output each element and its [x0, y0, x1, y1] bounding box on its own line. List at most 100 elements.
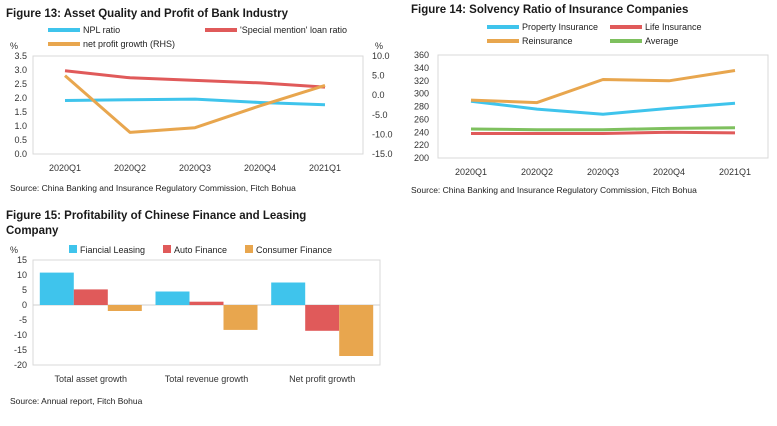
legend-label-net-profit: net profit growth (RHS) [83, 39, 175, 49]
figure-13-right-unit: % [375, 41, 383, 51]
y-tick-label: 0 [22, 300, 27, 310]
legend-swatch-financial-leasing [69, 245, 77, 253]
figure-14-series [470, 69, 736, 135]
figure-13-left-unit: % [10, 41, 18, 51]
bar-fiancial-leasing-net-profit-growth [271, 282, 306, 305]
figure-13-y2-ticks: 10.0 5.0 0.0 -5.0 -10.0 -15.0 [372, 51, 393, 159]
y-tick-label: 15 [17, 255, 27, 265]
x-tick-label: 2020Q4 [653, 167, 685, 177]
figure-14-y-ticks: 360 340 320 300 280 260 240 220 200 [414, 50, 429, 163]
x-tick-label: 2020Q2 [521, 167, 553, 177]
y-tick-label: 260 [414, 114, 429, 124]
figure-15-y-ticks: 15 10 5 0 -5 -10 -15 -20 [14, 255, 27, 370]
x-tick-label: 2020Q3 [587, 167, 619, 177]
figure-13-y-ticks: 3.5 3.0 2.5 2.0 1.5 1.0 0.5 0.0 [14, 51, 27, 159]
y-tick-label: 340 [414, 63, 429, 73]
legend-label-auto-finance: Auto Finance [174, 245, 227, 255]
x-tick-label: 2020Q1 [49, 163, 81, 173]
bar-consumer-finance-total-asset-growth [107, 305, 142, 311]
figure-13-title: Figure 13: Asset Quality and Profit of B… [6, 8, 289, 20]
y-tick-label: 5 [22, 285, 27, 295]
legend-label-financial-leasing: Fiancial Leasing [80, 245, 145, 255]
figure-13-x-ticks: 2020Q1 2020Q2 2020Q3 2020Q4 2021Q1 [49, 163, 341, 173]
figure-15-legend: Fiancial Leasing Auto Finance Consumer F… [69, 245, 332, 255]
y-tick-label: 3.0 [14, 65, 27, 75]
series-line-npl-ratio [64, 97, 326, 107]
x-tick-label: 2020Q1 [455, 167, 487, 177]
y-tick-label: -15 [14, 345, 27, 355]
x-tick-label: 2021Q1 [719, 167, 751, 177]
figure-15-plot-frame [32, 259, 381, 366]
series-line-life-insurance [471, 130, 736, 135]
y-tick-label: 220 [414, 140, 429, 150]
x-tick-label: 2020Q4 [244, 163, 276, 173]
bar-auto-finance-net-profit-growth [305, 305, 340, 331]
y-tick-label: 10 [17, 270, 27, 280]
legend-label-reinsurance: Reinsurance [522, 36, 573, 46]
figure-15: Figure 15: Profitability of Chinese Fina… [6, 210, 381, 406]
series-line-property-insurance [470, 99, 736, 116]
figure-14-title: Figure 14: Solvency Ratio of Insurance C… [411, 4, 688, 16]
bar-auto-finance-total-asset-growth [73, 289, 108, 305]
y-tick-label: 360 [414, 50, 429, 60]
series-line-special-mention-loan-ratio [64, 69, 326, 89]
bar-fiancial-leasing-total-asset-growth [39, 272, 74, 305]
y-tick-label: 300 [414, 89, 429, 99]
figure-14-x-ticks: 2020Q1 2020Q2 2020Q3 2020Q4 2021Q1 [455, 167, 751, 177]
y2-tick-label: 5.0 [372, 71, 385, 81]
x-tick-label: 2020Q3 [179, 163, 211, 173]
y2-tick-label: -5.0 [372, 110, 388, 120]
x-tick-label: Total revenue growth [165, 374, 249, 384]
legend-label-average: Average [645, 36, 678, 46]
legend-label-special-mention: 'Special mention' loan ratio [240, 25, 347, 35]
y-tick-label: 1.0 [14, 121, 27, 131]
y-tick-label: -20 [14, 360, 27, 370]
figure-15-unit: % [10, 245, 18, 255]
figure-15-source: Source: Annual report, Fitch Bohua [10, 396, 143, 406]
x-tick-label: Total asset growth [55, 374, 128, 384]
figure-15-bars [33, 272, 380, 356]
y2-tick-label: -10.0 [372, 129, 393, 139]
y-tick-label: -10 [14, 330, 27, 340]
y2-tick-label: 10.0 [372, 51, 390, 61]
bar-consumer-finance-total-revenue-growth [223, 305, 258, 330]
figure-13-source: Source: China Banking and Insurance Regu… [10, 183, 296, 193]
series-line-net-profit-growth-rhs [64, 74, 326, 134]
figure-13-series [64, 69, 326, 134]
legend-swatch-consumer-finance [245, 245, 253, 253]
figure-14-legend: Property Insurance Life Insurance Reinsu… [487, 22, 702, 46]
y2-tick-label: -15.0 [372, 149, 393, 159]
series-line-average [470, 126, 736, 132]
figure-13-plot-frame [32, 55, 364, 155]
figure-15-x-ticks: Total asset growth Total revenue growth Ne… [55, 374, 356, 384]
figure-13: Figure 13: Asset Quality and Profit of B… [6, 8, 393, 193]
y-tick-label: 320 [414, 76, 429, 86]
bar-consumer-finance-net-profit-growth [339, 305, 374, 356]
figure-15-title-line1: Figure 15: Profitability of Chinese Fina… [6, 210, 306, 222]
y-tick-label: 0.5 [14, 135, 27, 145]
legend-label-npl: NPL ratio [83, 25, 120, 35]
legend-swatch-auto-finance [163, 245, 171, 253]
legend-label-life: Life Insurance [645, 22, 702, 32]
y-tick-label: 240 [414, 127, 429, 137]
y-tick-label: 0.0 [14, 149, 27, 159]
legend-label-property: Property Insurance [522, 22, 598, 32]
y-tick-label: 2.0 [14, 93, 27, 103]
y2-tick-label: 0.0 [372, 90, 385, 100]
figure-15-title-line2: Company [6, 225, 59, 237]
y-tick-label: 200 [414, 153, 429, 163]
bar-auto-finance-total-revenue-growth [189, 301, 224, 305]
series-line-reinsurance [470, 69, 736, 105]
x-tick-label: 2021Q1 [309, 163, 341, 173]
figure-14-plot-frame [437, 54, 769, 159]
bar-fiancial-leasing-total-revenue-growth [155, 291, 190, 305]
x-tick-label: 2020Q2 [114, 163, 146, 173]
legend-label-consumer-finance: Consumer Finance [256, 245, 332, 255]
figure-14: Figure 14: Solvency Ratio of Insurance C… [411, 4, 769, 195]
y-tick-label: 3.5 [14, 51, 27, 61]
y-tick-label: -5 [19, 315, 27, 325]
figure-14-source: Source: China Banking and Insurance Regu… [411, 185, 697, 195]
figure-13-legend: NPL ratio 'Special mention' loan ratio n… [48, 25, 347, 49]
y-tick-label: 280 [414, 102, 429, 112]
